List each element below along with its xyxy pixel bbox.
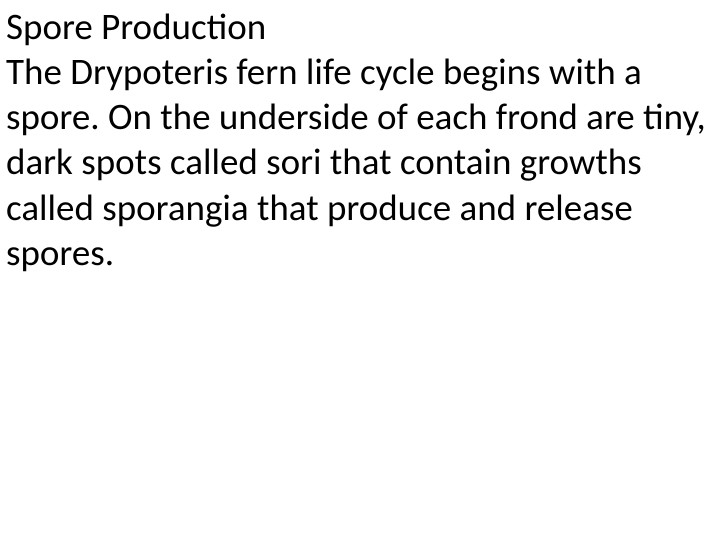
slide-heading: Spore Production bbox=[6, 4, 710, 49]
slide-body-text: The Drypoteris fern life cycle begins wi… bbox=[6, 49, 710, 275]
slide-container: Spore Production The Drypoteris fern lif… bbox=[0, 0, 720, 540]
